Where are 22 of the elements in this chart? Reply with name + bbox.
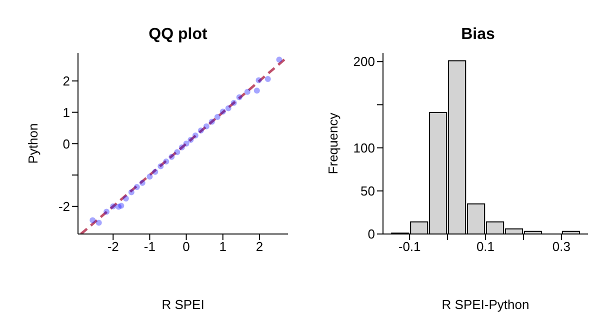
x-tick-label: 0.3 <box>552 239 570 254</box>
x-tick-label: 1 <box>219 239 226 254</box>
y-tick-label: -2 <box>58 199 70 214</box>
y-tick-label: 50 <box>360 184 375 199</box>
x-tick-label: 0 <box>182 239 190 254</box>
y-tick-label: 200 <box>353 54 375 70</box>
x-tick-label: -0.1 <box>398 239 421 254</box>
x-tick-label: 0.1 <box>476 239 495 254</box>
chart-title: Bias <box>460 26 496 44</box>
x-tick-label: -2 <box>107 239 119 254</box>
y-tick-label: 1 <box>62 104 70 120</box>
y-axis-title: Python <box>26 123 41 164</box>
y-tick-label: 0 <box>62 136 70 152</box>
x-axis-title: R SPEI-Python <box>442 297 530 312</box>
y-axis-title: Frequency <box>326 112 341 174</box>
chart-title: QQ plot <box>148 26 208 44</box>
y-tick-label: 100 <box>353 140 375 156</box>
x-tick-label: 2 <box>256 239 264 254</box>
x-tick-label: -1 <box>144 239 156 254</box>
y-tick-label: 0 <box>368 226 375 242</box>
y-tick-label: 2 <box>62 74 70 89</box>
x-axis-title: R SPEI <box>162 297 204 312</box>
